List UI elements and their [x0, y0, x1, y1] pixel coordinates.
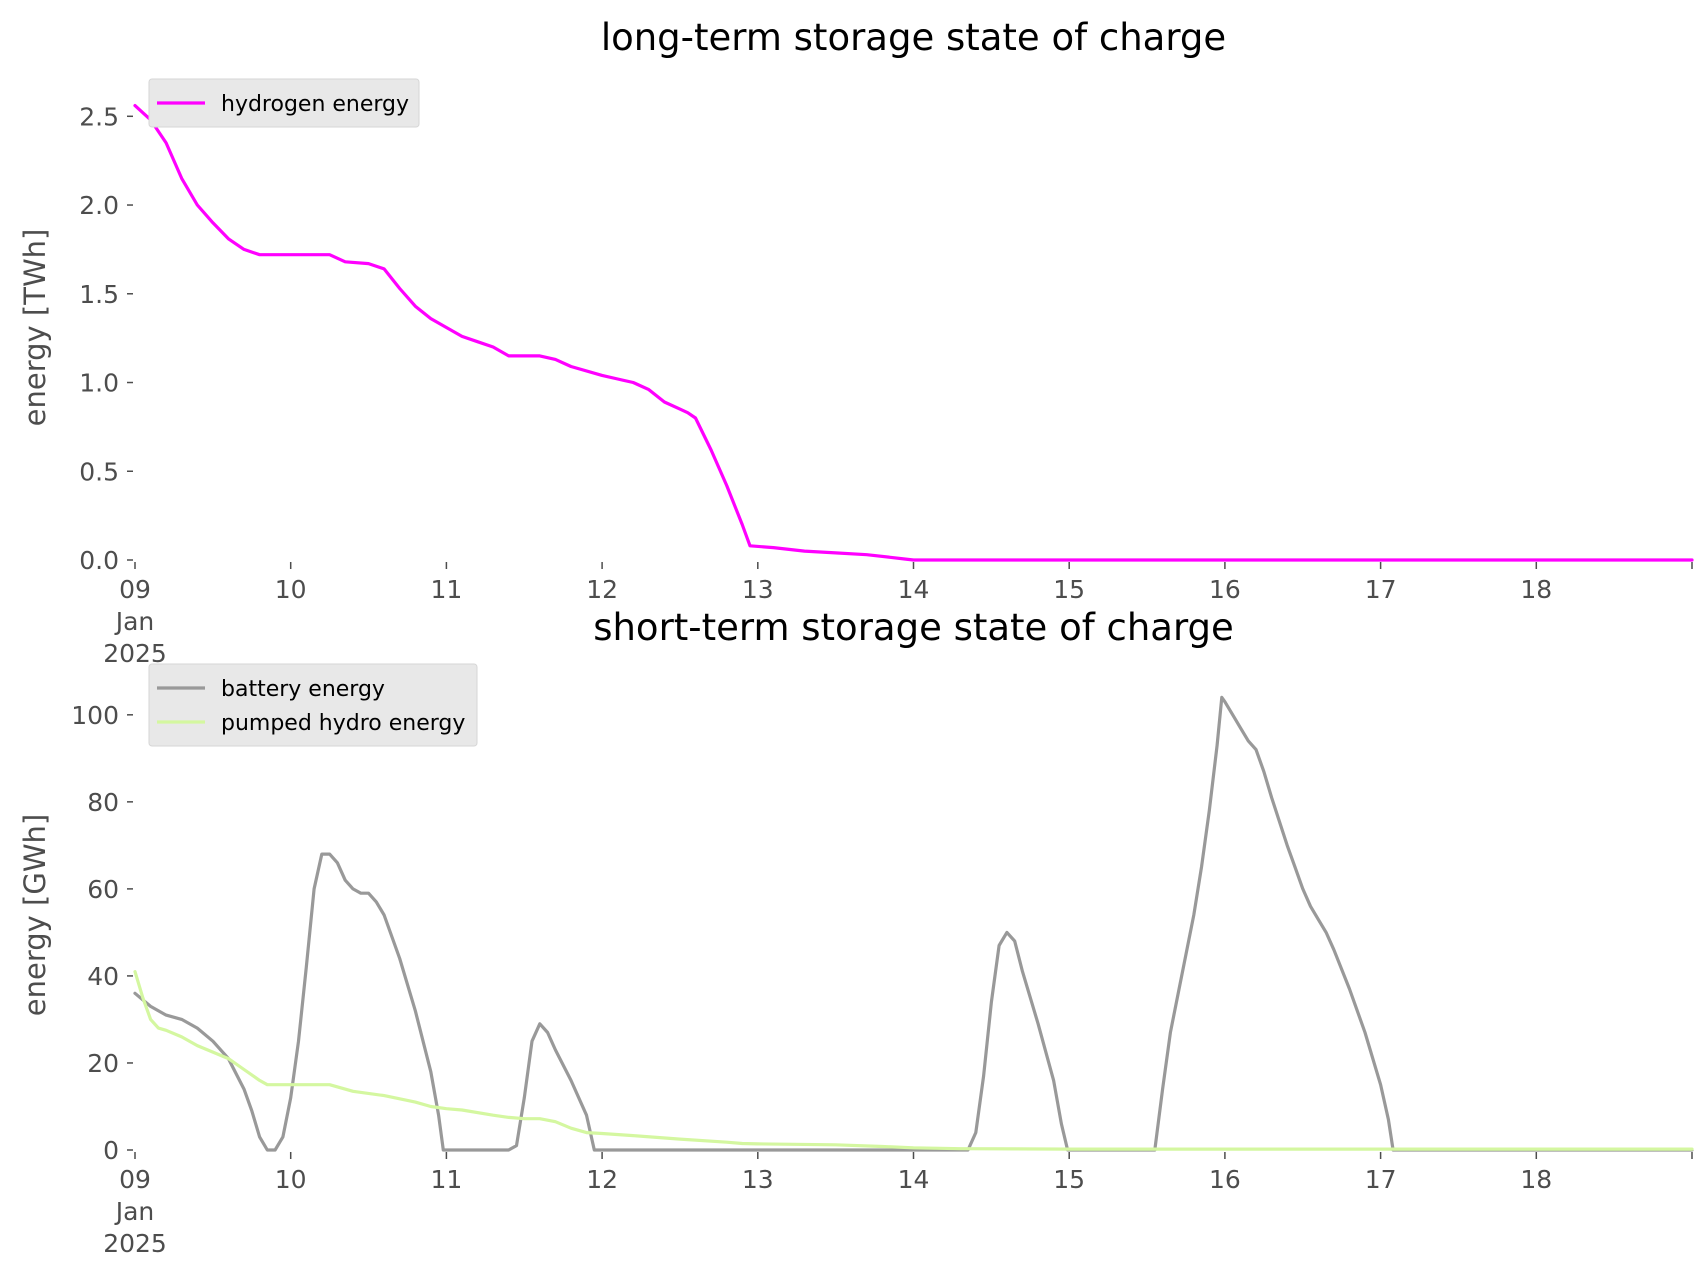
x-tick-label: 13	[742, 575, 774, 604]
series-lines	[133, 104, 1694, 562]
x-tick-label: 11	[430, 575, 462, 604]
series-lines	[133, 695, 1694, 1152]
y-tick-label: 80	[87, 788, 119, 817]
x-tick-label: 14	[898, 1165, 930, 1194]
y-tick-label: 2.0	[79, 191, 119, 220]
legend-label: hydrogen energy	[221, 92, 409, 117]
x-axis-ticks: 09 10 11 12 13 14 15 16 17 18 Jan 2025	[103, 1152, 1693, 1258]
x-tick-sublabel: Jan	[114, 1197, 155, 1226]
x-tick-sublabel: Jan	[114, 607, 155, 636]
x-tick-label: 16	[1209, 1165, 1241, 1194]
y-tick-label: 1.5	[79, 280, 119, 309]
x-tick-label: 14	[898, 575, 930, 604]
series-line-hydrogen-energy	[133, 104, 1694, 562]
y-tick-label: 40	[87, 962, 119, 991]
x-tick-label: 09	[119, 1165, 151, 1194]
x-tick-label: 15	[1053, 1165, 1085, 1194]
long-term-storage-panel: long-term storage state of charge energy…	[18, 16, 1694, 668]
series-line-pumped-hydro-energy	[133, 970, 1694, 1151]
legend-label: pumped hydro energy	[221, 711, 465, 736]
x-tick-label: 13	[742, 1165, 774, 1194]
y-tick-label: 0.5	[79, 457, 119, 486]
chart-title: long-term storage state of charge	[601, 16, 1226, 59]
x-tick-label: 11	[430, 1165, 462, 1194]
y-axis-label: energy [GWh]	[18, 814, 52, 1016]
y-tick-label: 20	[87, 1049, 119, 1078]
x-tick-label: 17	[1365, 1165, 1397, 1194]
chart-title: short-term storage state of charge	[593, 606, 1234, 649]
y-tick-label: 2.5	[79, 102, 119, 131]
short-term-storage-panel: short-term storage state of charge energ…	[18, 606, 1694, 1258]
x-tick-sublabel: 2025	[103, 1229, 167, 1258]
y-tick-label: 100	[71, 701, 119, 730]
x-tick-label: 12	[586, 575, 618, 604]
y-tick-label: 60	[87, 875, 119, 904]
legend: hydrogen energy	[148, 78, 420, 128]
x-tick-label: 18	[1520, 1165, 1552, 1194]
y-tick-label: 0	[103, 1136, 119, 1165]
x-tick-label: 16	[1209, 575, 1241, 604]
x-tick-label: 10	[275, 1165, 307, 1194]
x-tick-label: 12	[586, 1165, 618, 1194]
x-tick-label: 09	[119, 575, 151, 604]
legend-box	[148, 78, 420, 128]
y-tick-label: 0.0	[79, 546, 119, 575]
x-tick-label: 10	[275, 575, 307, 604]
x-tick-label: 17	[1365, 575, 1397, 604]
y-axis-ticks: 0 20 40 60 80 100	[71, 701, 133, 1165]
y-axis-label: energy [TWh]	[18, 229, 52, 427]
y-tick-label: 1.0	[79, 369, 119, 398]
legend-box	[148, 663, 478, 747]
x-axis-ticks: 09 10 11 12 13 14 15 16 17 18 Jan 2025	[103, 562, 1693, 668]
legend-label: battery energy	[221, 677, 385, 702]
series-line-battery-energy	[133, 695, 1694, 1152]
x-tick-label: 15	[1053, 575, 1085, 604]
legend: battery energy pumped hydro energy	[148, 663, 478, 747]
x-tick-label: 18	[1520, 575, 1552, 604]
y-axis-ticks: 0.0 0.5 1.0 1.5 2.0 2.5	[79, 102, 133, 575]
x-tick-sublabel: 2025	[103, 639, 167, 668]
